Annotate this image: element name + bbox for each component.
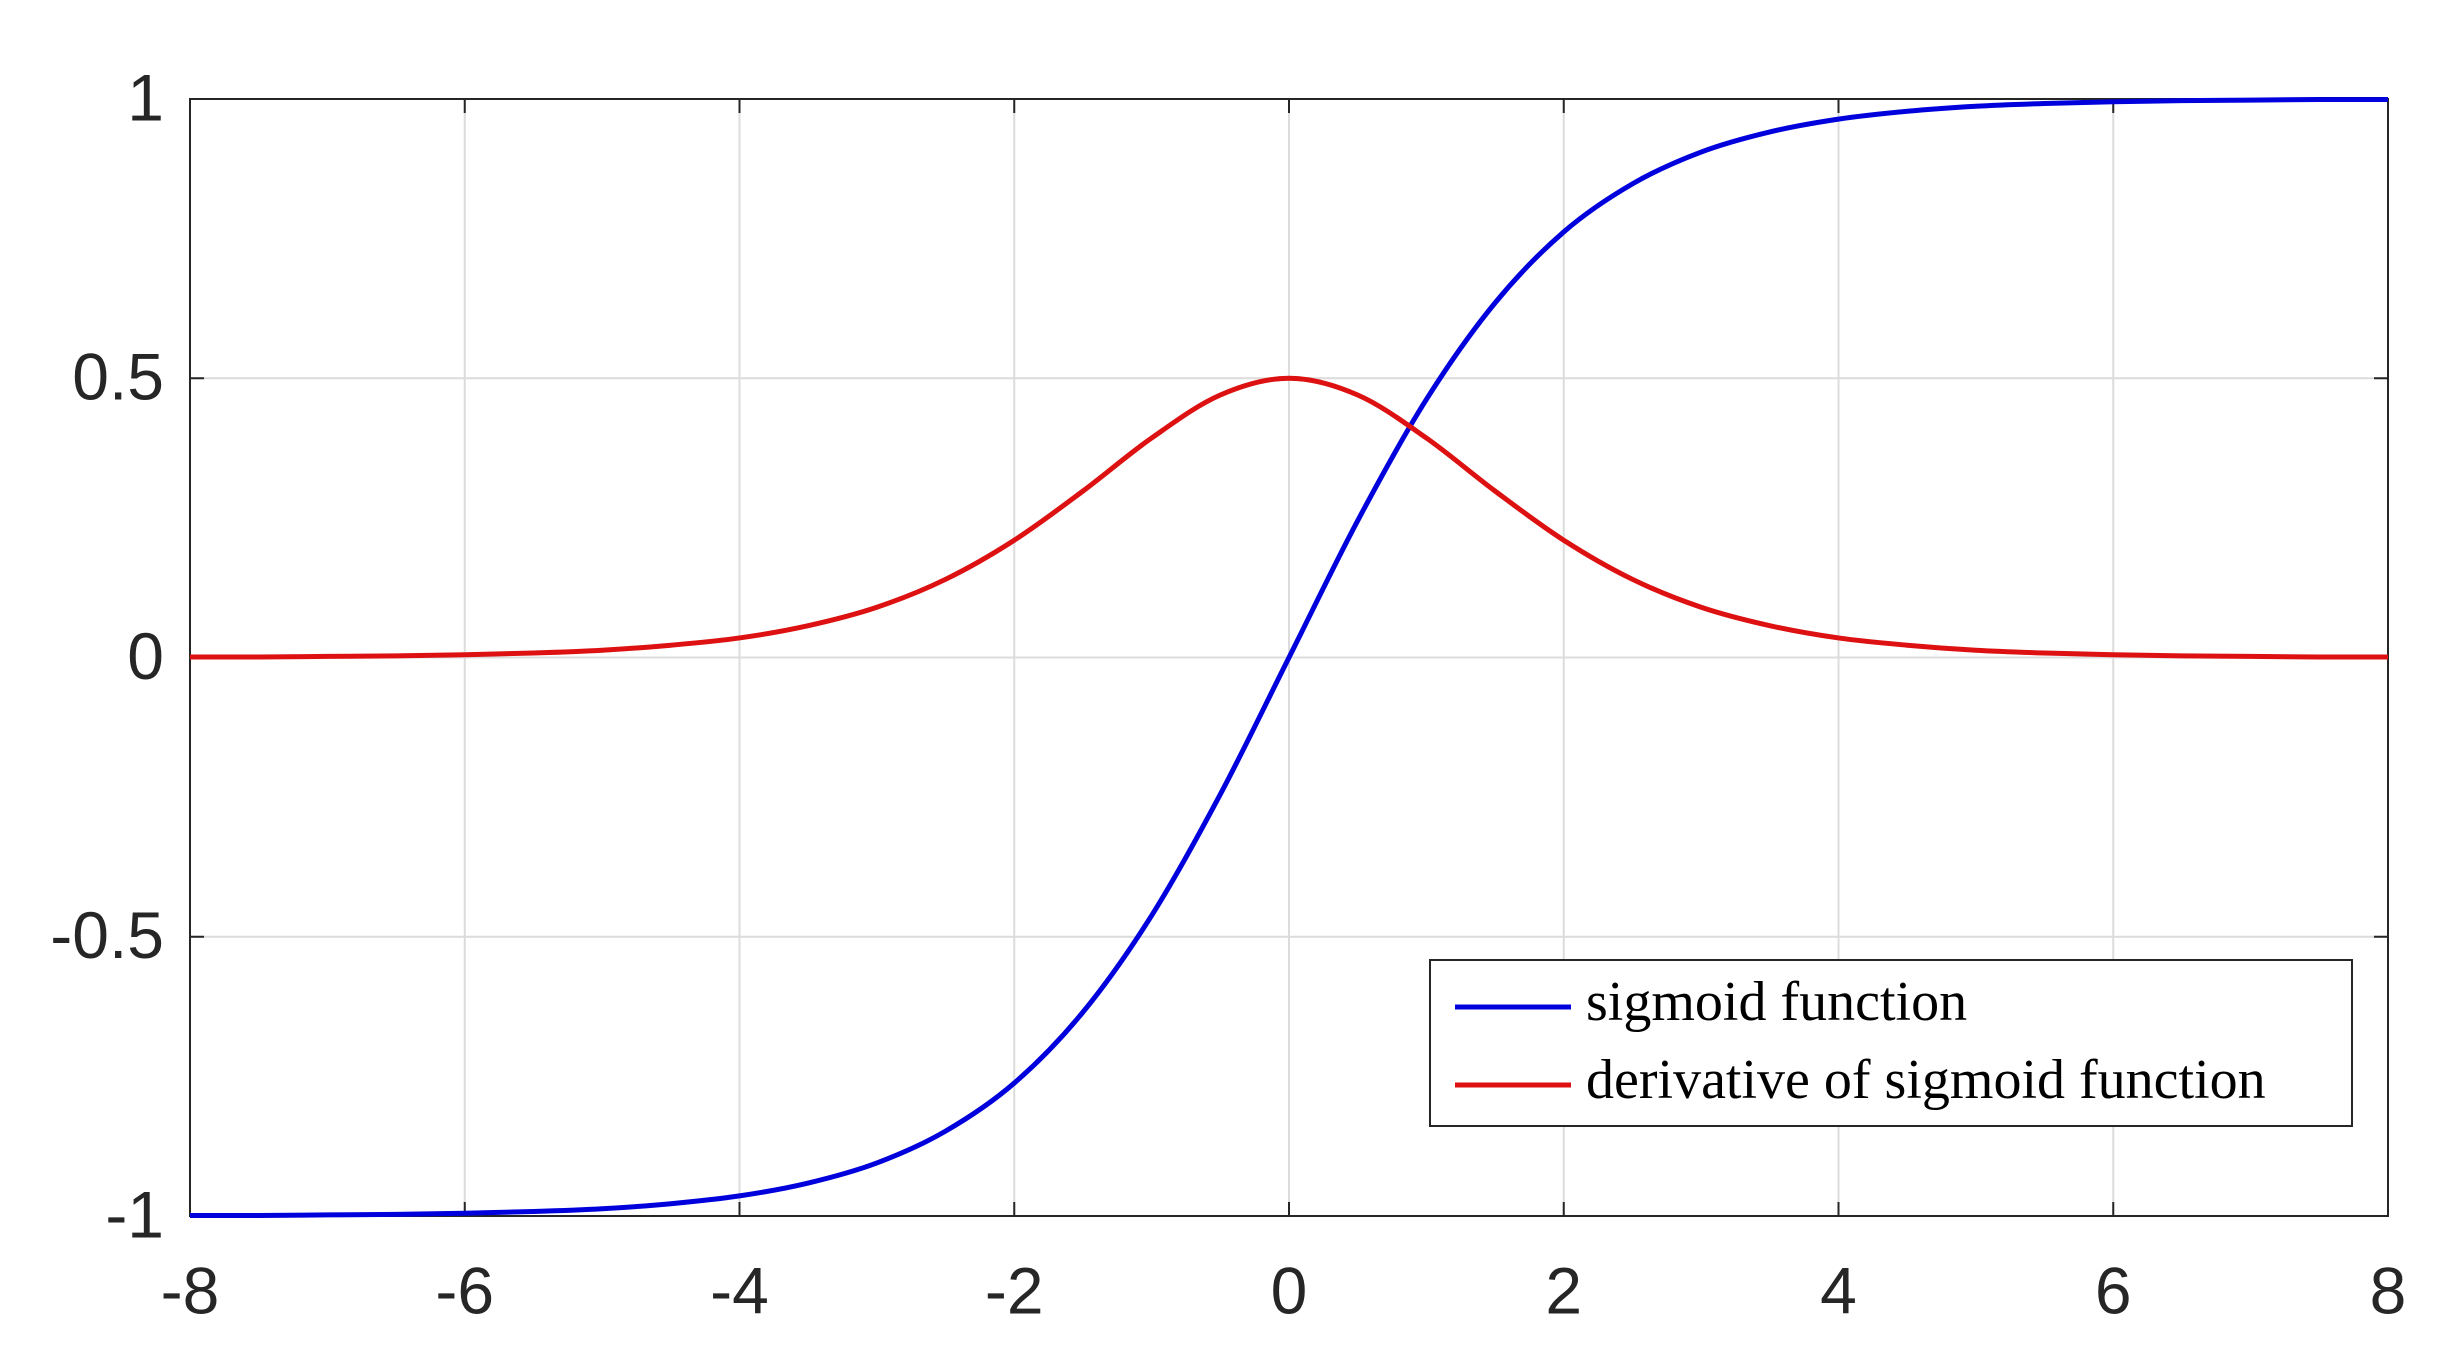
legend-box <box>1429 959 2353 1127</box>
x-tick-label: 6 <box>2095 1253 2132 1327</box>
line-series <box>189 97 2389 1218</box>
x-tick-label: 2 <box>1545 1253 1582 1327</box>
x-tick-label: 0 <box>1271 1253 1308 1327</box>
line-series <box>189 375 2389 660</box>
x-tick-label: -2 <box>985 1253 1044 1327</box>
y-tick-label: 0 <box>127 619 164 693</box>
y-tick-label: -1 <box>105 1177 164 1251</box>
legend-label: derivative of sigmoid function <box>1586 1049 2266 1111</box>
y-tick-label: -0.5 <box>50 898 164 972</box>
y-tick-label: 1 <box>127 60 164 134</box>
x-tick-label: 8 <box>2370 1253 2407 1327</box>
y-tick-label: 0.5 <box>72 340 164 414</box>
legend-label: sigmoid function <box>1586 971 1967 1033</box>
x-tick-label: -6 <box>435 1253 494 1327</box>
x-tick-label: -8 <box>161 1253 220 1327</box>
x-tick-label: 4 <box>1820 1253 1857 1327</box>
x-tick-label: -4 <box>710 1253 769 1327</box>
